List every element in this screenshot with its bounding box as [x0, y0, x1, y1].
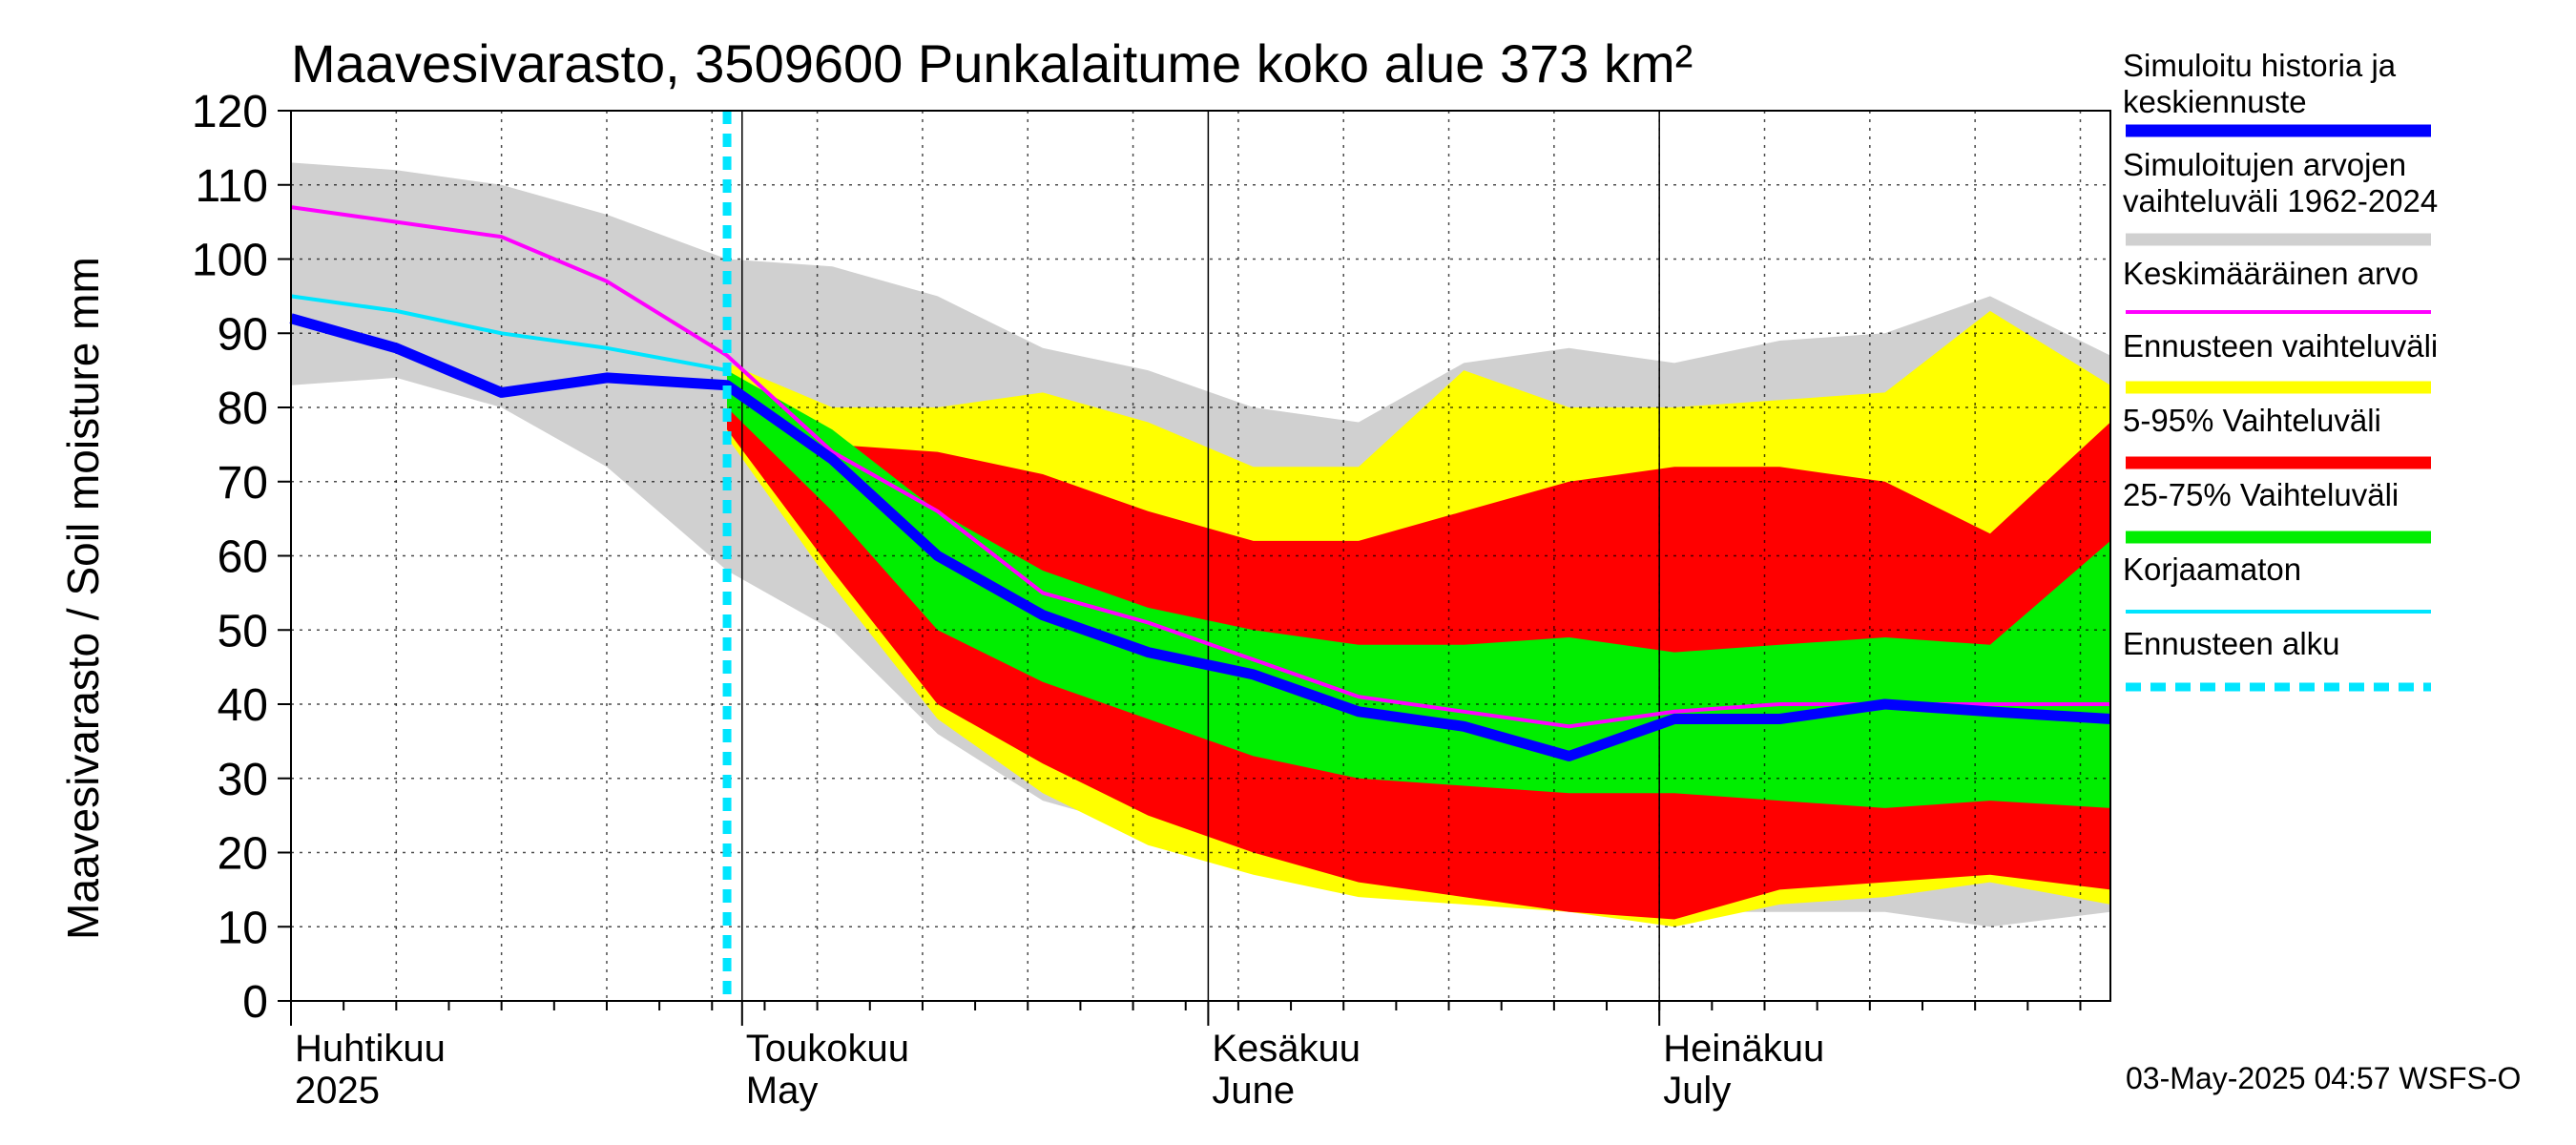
y-tick-label: 110 [195, 161, 268, 212]
x-month-sublabel: May [746, 1070, 819, 1112]
legend-item: Keskimääräinen arvo [2123, 256, 2571, 328]
y-tick-label: 20 [218, 829, 268, 880]
legend-label: Simuloitu historia ja keskiennuste [2123, 48, 2397, 119]
line-simulated-median [289, 313, 2111, 761]
x-month-label: Heinäkuu [1663, 1028, 1824, 1070]
x-month-sublabel: 2025 [295, 1070, 380, 1112]
timestamp-footer: 03-May-2025 04:57 WSFS-O [2126, 1061, 2522, 1095]
x-month-label: Kesäkuu [1212, 1028, 1361, 1070]
y-tick-label: 30 [218, 755, 268, 805]
y-tick-label: 60 [218, 532, 268, 583]
y-tick-label: 50 [218, 606, 268, 656]
y-tick-label: 40 [218, 680, 268, 731]
x-month-label: Huhtikuu [295, 1028, 446, 1070]
legend-label: Ennusteen vaihteluväli [2123, 328, 2439, 364]
y-axis-label: Maavesivarasto / Soil moisture mm [58, 257, 108, 940]
legend-label: 5-95% Vaihteluväli [2123, 403, 2381, 438]
legend-label: Ennusteen alku [2123, 626, 2340, 661]
y-tick-label: 100 [192, 236, 268, 286]
y-tick-label: 10 [218, 903, 268, 953]
legend-label: Korjaamaton [2123, 552, 2302, 587]
legend-item: Simuloitu historia ja keskiennuste [2123, 48, 2571, 147]
chart-title: Maavesivarasto, 3509600 Punkalaitume kok… [291, 33, 1693, 94]
line-uncorrected [290, 294, 728, 373]
legend-item: 25-75% Vaihteluväli [2123, 477, 2571, 552]
legend-item: 5-95% Vaihteluväli [2123, 403, 2571, 477]
legend-label: Keskimääräinen arvo [2123, 256, 2419, 291]
band-25-75 [727, 370, 2110, 808]
y-tick-label: 120 [192, 87, 268, 137]
legend: Simuloitu historia ja keskiennuste Simul… [2123, 48, 2571, 700]
legend-item: Korjaamaton [2123, 552, 2571, 626]
x-month-sublabel: July [1663, 1070, 1731, 1112]
legend-label: 25-75% Vaihteluväli [2123, 477, 2399, 512]
x-month-label: Toukokuu [746, 1028, 909, 1070]
y-tick-label: 70 [218, 458, 268, 509]
y-tick-label: 90 [218, 309, 268, 360]
legend-item: Simuloitujen arvojen vaihteluväli 1962-2… [2123, 147, 2571, 256]
y-tick-label: 0 [242, 977, 268, 1028]
x-month-sublabel: June [1212, 1070, 1295, 1112]
legend-label: Simuloitujen arvojen vaihteluväli 1962-2… [2123, 147, 2439, 219]
legend-item: Ennusteen vaihteluväli [2123, 328, 2571, 403]
legend-item: Ennusteen alku [2123, 626, 2571, 700]
y-tick-label: 80 [218, 384, 268, 434]
line-mean [290, 205, 2110, 729]
